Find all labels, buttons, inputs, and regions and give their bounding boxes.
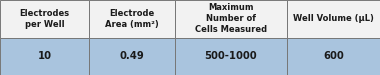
Bar [89, 0, 175, 38]
Bar [175, 0, 287, 38]
Text: Electrodes
per Well: Electrodes per Well [20, 9, 70, 29]
Text: 600: 600 [323, 51, 344, 61]
Text: 500-1000: 500-1000 [204, 51, 257, 61]
Bar [175, 38, 287, 75]
Text: 10: 10 [38, 51, 52, 61]
Text: 0.49: 0.49 [120, 51, 144, 61]
Text: Well Volume (μL): Well Volume (μL) [293, 14, 374, 23]
Bar [287, 38, 380, 75]
Text: Maximum
Number of
Cells Measured: Maximum Number of Cells Measured [195, 4, 267, 34]
Text: Electrode
Area (mm²): Electrode Area (mm²) [105, 9, 159, 29]
Bar [0, 0, 89, 38]
Bar [0, 38, 89, 75]
Bar [89, 38, 175, 75]
Bar [287, 0, 380, 38]
